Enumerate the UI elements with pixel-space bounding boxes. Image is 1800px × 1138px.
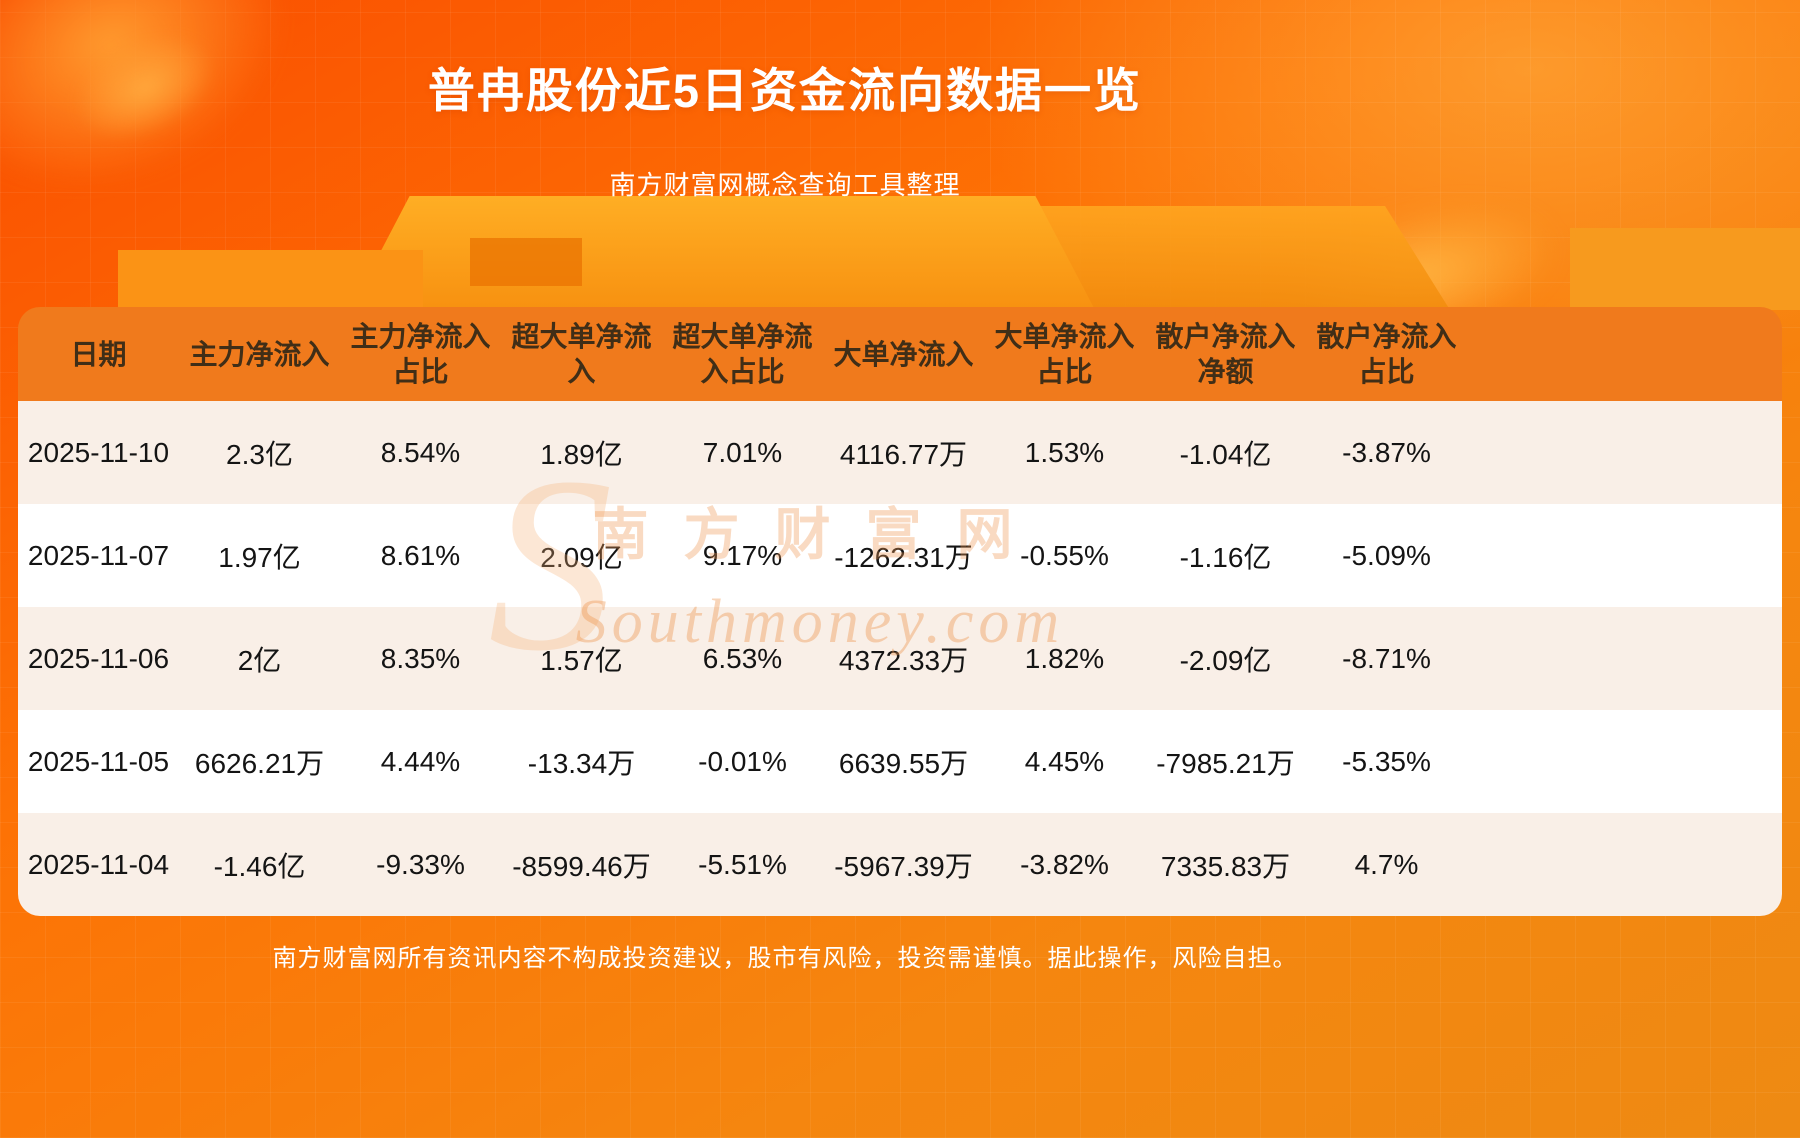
value-cell: -5.35% (1342, 745, 1431, 777)
column-header: 大单净流入占比 (994, 321, 1135, 387)
header-area: 普冉股份近5日资金流向数据一览 南方财富网概念查询工具整理 (0, 52, 1570, 202)
value-cell: -5.09% (1342, 539, 1431, 571)
value-cell: 2亿 (237, 644, 282, 676)
value-cell: 8.54% (380, 436, 461, 468)
value-cell: -8599.46万 (512, 850, 651, 882)
value-cell: 4.7% (1354, 848, 1419, 880)
column-header: 散户净流入占比 (1316, 321, 1457, 387)
column-header: 超大单净流入 (511, 321, 652, 387)
value-cell: 2.09亿 (540, 541, 623, 573)
value-cell: 4372.33万 (838, 644, 969, 676)
value-cell: 4116.77万 (839, 438, 968, 470)
date-cell: 2025-11-04 (27, 848, 170, 880)
table-header-row: 日期 主力净流入 主力净流入占比 超大单净流入 超大单净流入占比 大单净流入 大单净流入占比… (18, 307, 1782, 401)
table-row: 2025-11-04 -1.46亿 -9.33% -8599.46万 -5.51% -59… (18, 813, 1782, 916)
value-cell: -1.16亿 (1179, 541, 1272, 573)
value-cell: 9.17% (702, 539, 783, 571)
value-cell: -1262.31万 (834, 541, 973, 573)
column-header: 大单净流入 (833, 338, 974, 370)
value-cell: 7335.83万 (1160, 850, 1291, 882)
column-header: 主力净流入占比 (350, 321, 491, 387)
value-cell: -9.33% (376, 848, 465, 880)
disclaimer-text: 南方财富网所有资讯内容不构成投资建议，股市有风险，投资需谨慎。据此操作，风险自担… (272, 945, 1298, 972)
date-cell: 2025-11-05 (27, 745, 170, 777)
value-cell: -13.34万 (527, 747, 636, 779)
value-cell: -5.51% (698, 848, 787, 880)
table-row: 2025-11-05 6626.21万 4.44% -13.34万 -0.01% 6639… (18, 710, 1782, 813)
value-cell: -0.55% (1020, 539, 1109, 571)
page-subtitle: 南方财富网概念查询工具整理 (609, 170, 961, 200)
value-cell: -3.87% (1342, 436, 1431, 468)
value-cell: -3.82% (1020, 848, 1109, 880)
column-header: 超大单净流入占比 (672, 321, 813, 387)
value-cell: 1.53% (1024, 436, 1105, 468)
page-title: 普冉股份近5日资金流向数据一览 (427, 64, 1143, 117)
date-cell: 2025-11-07 (27, 539, 170, 571)
column-header: 日期 (70, 338, 127, 370)
value-cell: -2.09亿 (1179, 644, 1272, 676)
value-cell: 8.35% (380, 642, 461, 674)
value-cell: -7985.21万 (1156, 747, 1295, 779)
fund-flow-table: 日期 主力净流入 主力净流入占比 超大单净流入 超大单净流入占比 大单净流入 大单净流入占比… (18, 307, 1782, 916)
column-header: 主力净流入 (189, 338, 330, 370)
value-cell: 4.44% (380, 745, 461, 777)
value-cell: 1.97亿 (218, 541, 301, 573)
value-cell: -1.46亿 (213, 850, 306, 882)
value-cell: -5967.39万 (834, 850, 973, 882)
table-row: 2025-11-10 2.3亿 8.54% 1.89亿 7.01% 4116.77万 1.5… (18, 401, 1782, 504)
table-row: 2025-11-06 2亿 8.35% 1.57亿 6.53% 4372.33万 1.82%… (18, 607, 1782, 710)
value-cell: 1.82% (1024, 642, 1105, 674)
value-cell: 7.01% (702, 436, 783, 468)
value-cell: 6.53% (702, 642, 783, 674)
value-cell: 8.61% (380, 539, 461, 571)
value-cell: 1.57亿 (540, 644, 623, 676)
date-cell: 2025-11-06 (27, 642, 170, 674)
value-cell: -8.71% (1342, 642, 1431, 674)
value-cell: 4.45% (1024, 745, 1105, 777)
value-cell: 6626.21万 (194, 747, 325, 779)
value-cell: 6639.55万 (838, 747, 969, 779)
value-cell: 2.3亿 (226, 438, 293, 470)
date-cell: 2025-11-10 (27, 436, 170, 468)
value-cell: -0.01% (698, 745, 787, 777)
footer-area: 南方财富网所有资讯内容不构成投资建议，股市有风险，投资需谨慎。据此操作，风险自担… (0, 938, 1570, 973)
table-row: 2025-11-07 1.97亿 8.61% 2.09亿 9.17% -1262.31万 -… (18, 504, 1782, 607)
value-cell: -1.04亿 (1179, 438, 1272, 470)
column-header: 散户净流入净额 (1155, 321, 1296, 387)
value-cell: 1.89亿 (540, 438, 623, 470)
